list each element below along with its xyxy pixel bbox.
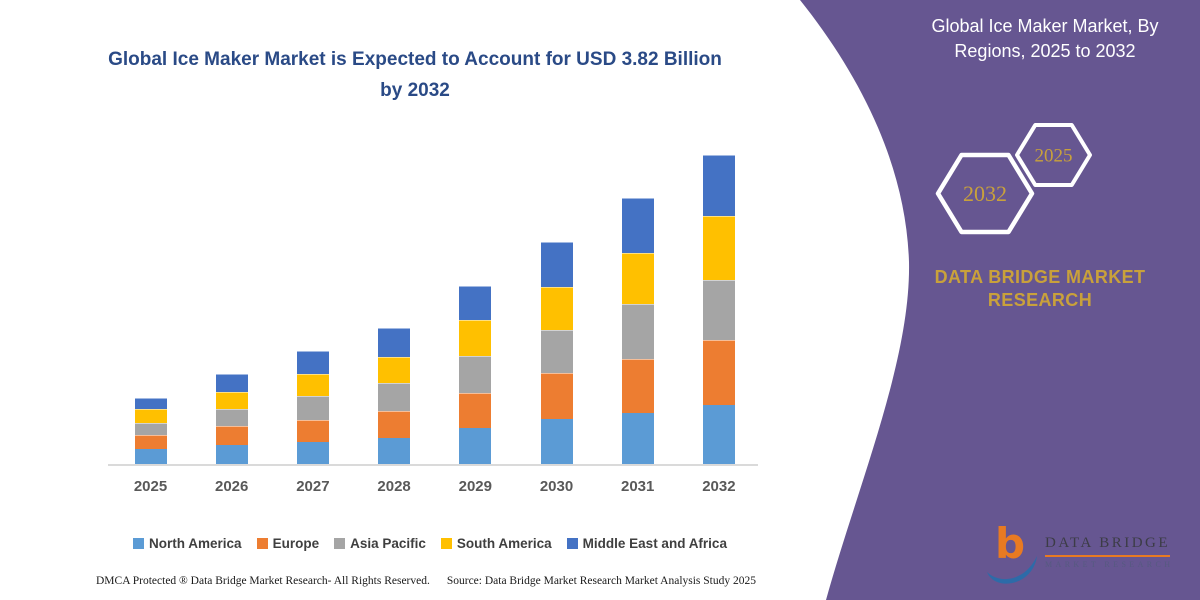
brand-wordmark: DATA BRIDGE MARKET RESEARCH (934, 267, 1146, 310)
bar-segment-europe (296, 419, 329, 442)
bar-segment-europe (540, 372, 573, 420)
bar-segment-asia-pacific (296, 396, 329, 420)
logo-name: DATA BRIDGE (1045, 535, 1171, 557)
x-axis-label: 2029 (458, 478, 492, 495)
legend-swatch (133, 537, 145, 549)
bar-segment-north-america (296, 441, 329, 465)
bar-segment-europe (378, 410, 411, 438)
legend-item-asia-pacific: Asia Pacific (334, 536, 426, 551)
bar-segment-north-america (702, 405, 735, 465)
x-axis-label: 2027 (296, 478, 330, 495)
legend-label: Middle East and Africa (582, 535, 727, 551)
bar-segment-asia-pacific (702, 280, 735, 341)
bar-segment-middle-east-and-africa (296, 350, 329, 375)
x-axis-label: 2031 (621, 478, 655, 495)
bar-segment-south-america (378, 356, 411, 384)
footer: DMCA Protected ® Data Bridge Market Rese… (96, 575, 756, 587)
bar-segment-south-america (296, 374, 329, 397)
legend-swatch (334, 537, 346, 549)
x-axis-label: 2025 (133, 478, 168, 495)
bar-segment-middle-east-and-africa (215, 373, 248, 393)
legend-swatch (440, 537, 452, 549)
bar-segment-middle-east-and-africa (378, 328, 411, 357)
footer-source-text: Source: Data Bridge Market Research Mark… (446, 575, 756, 587)
legend-swatch (566, 537, 578, 549)
x-axis-line (108, 464, 758, 466)
bar-segment-middle-east-and-africa (134, 397, 167, 410)
dbmr-logo-text: DATA BRIDGE MARKET RESEARCH (1045, 534, 1173, 569)
hexagon-small-outline (1015, 123, 1092, 187)
bar-segment-asia-pacific (134, 423, 167, 436)
bar-segment-north-america (378, 437, 411, 465)
legend-label: South America (456, 535, 552, 551)
legend-swatch (256, 537, 268, 549)
bar-segment-north-america (540, 419, 573, 465)
legend-item-middle-east-and-africa: Middle East and Africa (566, 535, 727, 551)
bar-segment-asia-pacific (215, 409, 248, 427)
bar-segment-north-america (134, 449, 167, 465)
bar-segment-south-america (459, 320, 492, 356)
logo-subtitle: MARKET RESEARCH (1045, 560, 1174, 569)
hexagons-graphic: 2032 2025 (935, 123, 1092, 235)
dbmr-logo-icon: b (987, 519, 1037, 584)
legend-label: Europe (272, 535, 320, 551)
bar-segment-europe (215, 426, 248, 446)
bar-segment-europe (134, 435, 167, 450)
bar-segment-europe (621, 359, 654, 414)
legend-item-south-america: South America (440, 535, 552, 551)
legend-label: Asia Pacific (350, 535, 426, 551)
bar-segment-asia-pacific (540, 329, 573, 373)
bar-segment-south-america (540, 286, 573, 330)
bar-segment-europe (459, 393, 492, 428)
bar-segment-north-america (621, 413, 654, 465)
panel-title: Global Ice Maker Market, By Regions, 202… (931, 16, 1159, 61)
bar-segment-north-america (215, 445, 248, 465)
hexagon-large-outline (935, 152, 1035, 235)
bar-segment-middle-east-and-africa (702, 154, 735, 217)
bar-segment-asia-pacific (378, 383, 411, 411)
x-axis-label: 2032 (702, 478, 736, 495)
bar-segment-asia-pacific (621, 303, 654, 359)
x-axis-label: 2028 (377, 478, 411, 495)
legend-label: North America (149, 535, 242, 551)
purple-panel (800, 0, 1200, 600)
bar-segment-middle-east-and-africa (621, 197, 654, 253)
bar-segment-south-america (215, 392, 248, 410)
bar-segment-south-america (621, 252, 654, 304)
x-axis-label: 2030 (539, 478, 574, 495)
bar-segment-middle-east-and-africa (540, 242, 573, 287)
dbmr-logo: b DATA BRIDGE MARKET RESEARCH (985, 518, 1190, 590)
legend-item-europe: Europe (256, 535, 320, 551)
chart-legend: North America Europe Asia Pacific South Ame… (100, 534, 760, 552)
legend-item-north-america: North America (133, 536, 242, 551)
hexagon-large-label: 2032 (963, 181, 1007, 206)
hexagon-small-label: 2025 (1035, 146, 1073, 167)
chart-title: Global Ice Maker Market is Expected to A… (108, 49, 722, 101)
bar-segment-south-america (702, 216, 735, 281)
footer-dmca-text: DMCA Protected ® Data Bridge Market Rese… (96, 575, 430, 587)
bar-segment-south-america (134, 409, 167, 424)
bar-segment-europe (702, 340, 735, 406)
logo-b-glyph: b (995, 519, 1025, 568)
bar-segment-north-america (459, 427, 492, 465)
x-axis-label: 2026 (215, 478, 249, 495)
logo-swoosh-icon (987, 556, 1037, 584)
bar-segment-asia-pacific (459, 355, 492, 394)
bar-segment-middle-east-and-africa (459, 285, 492, 321)
